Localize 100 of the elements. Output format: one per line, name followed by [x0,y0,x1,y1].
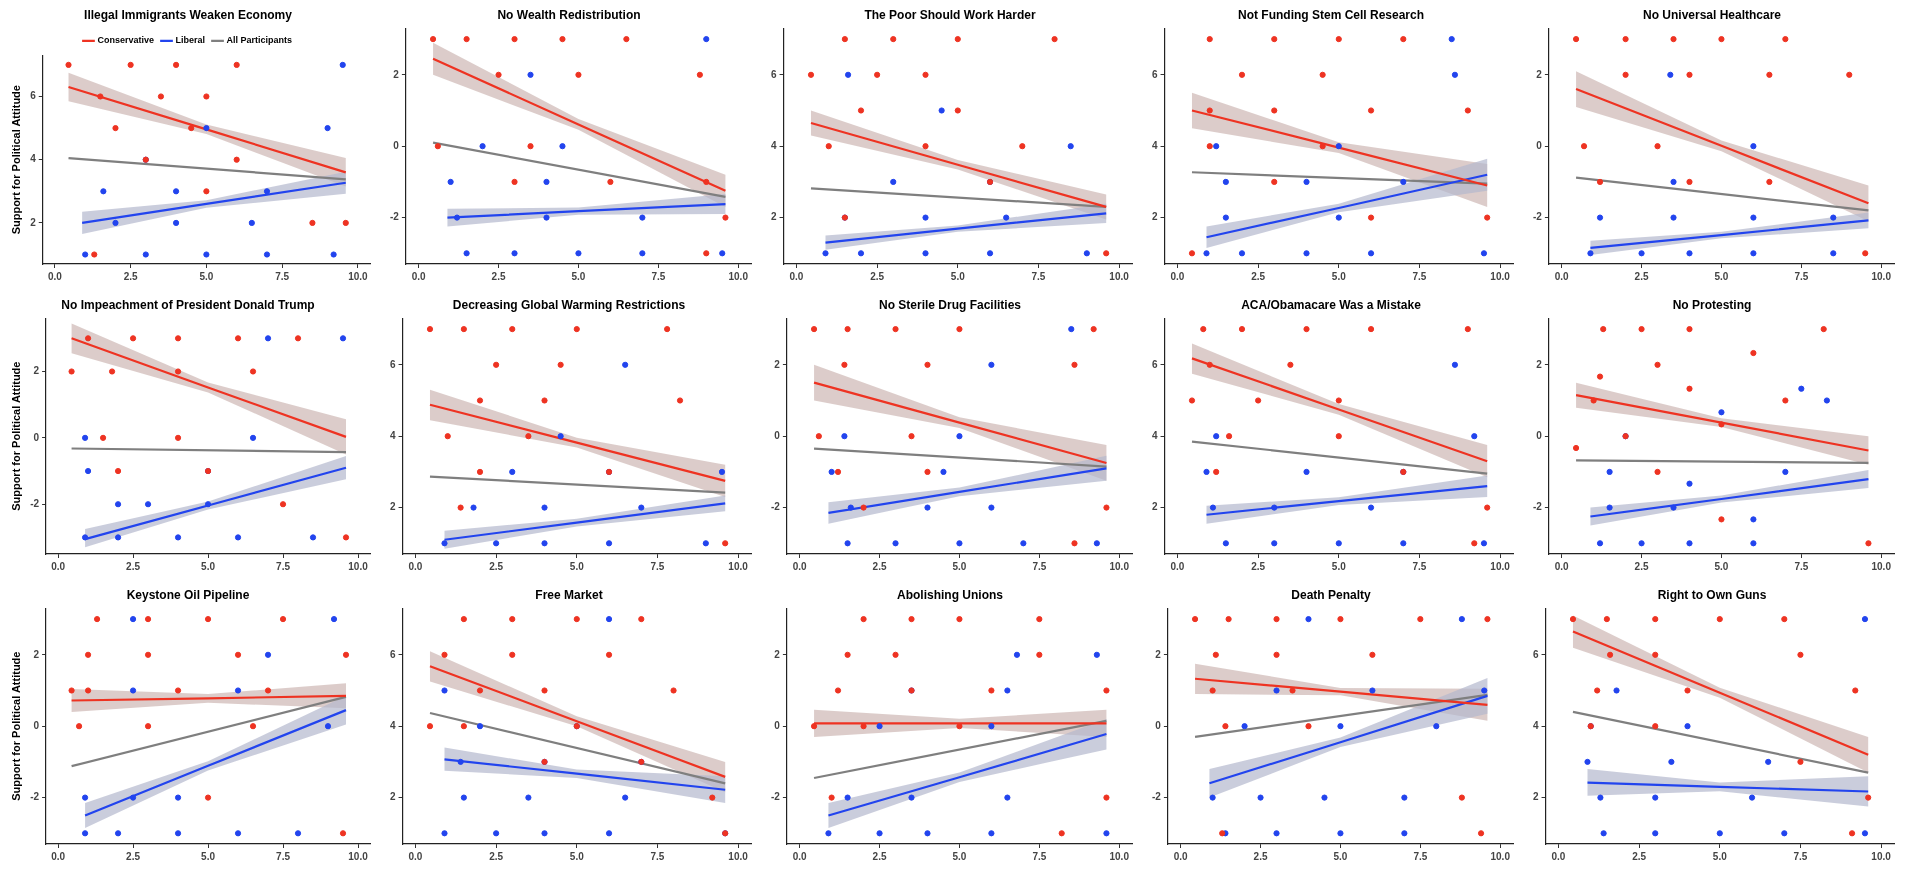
x-tick-label: 2.5 [489,850,504,862]
y-tick-label: 6 [390,648,396,660]
x-tick-label: 10.0 [348,850,369,862]
y-tick-label: -2 [1151,791,1162,803]
y-axis-title: Support for Political Attitude [9,361,22,511]
chart-title: ACA/Obamacare Was a Mistake [1241,297,1422,312]
y-tick-label: 4 [771,139,777,151]
y-tick-label: -2 [770,501,781,513]
y-tick-label: -2 [770,791,781,803]
y-tick-label: 0 [1536,429,1543,441]
x-tick-label: 2.5 [126,850,141,862]
y-tick-label: 2 [771,211,777,223]
x-tick-label: 2.5 [872,850,887,862]
x-tick-label: 2.5 [872,560,887,572]
x-tick-label: 0.0 [1173,850,1189,862]
chart-title: No Sterile Drug Facilities [878,297,1022,312]
y-tick-label: -2 [389,211,400,223]
x-tick-label: 0.0 [1554,560,1570,572]
x-tick-label: 10.0 [1871,850,1892,862]
chart-title: Not Funding Stem Cell Research [1237,7,1425,22]
y-tick-label: 4 [390,719,396,731]
chart-title: No Wealth Redistribution [497,7,641,22]
y-tick-label: 2 [1536,68,1543,80]
x-tick-label: 10.0 [348,270,369,282]
x-tick-label: 10.0 [1109,850,1130,862]
x-tick-label: 7.5 [1794,560,1809,572]
x-tick-label: 2.5 [126,560,141,572]
x-tick-label: 0.0 [408,560,423,572]
x-tick-label: 2.5 [123,270,139,282]
x-tick-label: 5.0 [1712,850,1728,862]
y-tick-label: -2 [1532,211,1543,223]
y-tick-label: 0 [1536,139,1543,151]
x-tick-label: 7.5 [1412,270,1427,282]
y-tick-label: 0 [33,431,40,443]
x-tick-label: 5.0 [569,560,585,572]
x-tick-label: 10.0 [1490,270,1511,282]
x-tick-label: 7.5 [1032,560,1047,572]
x-tick-label: 0.0 [789,270,804,282]
x-tick-label: 10.0 [1109,560,1130,572]
x-tick-label: 0.0 [47,270,63,282]
y-tick-label: 2 [33,648,40,660]
y-tick-label: 2 [1152,501,1158,513]
chart-title: No Protesting [1672,297,1752,312]
y-tick-label: -2 [30,791,40,803]
x-tick-label: 7.5 [1793,850,1808,862]
x-tick-label: 0.0 [411,270,427,282]
x-tick-label: 10.0 [1490,560,1511,572]
y-tick-label: 2 [393,68,400,80]
x-tick-label: 5.0 [199,270,214,282]
y-tick-label: 0 [33,719,40,731]
x-tick-label: 7.5 [275,270,290,282]
x-tick-label: 0.0 [1170,560,1185,572]
x-tick-label: 2.5 [489,560,504,572]
x-tick-label: 7.5 [650,560,665,572]
y-tick-label: 2 [774,358,781,370]
y-tick-label: 2 [390,501,396,513]
y-tick-label: -2 [1532,501,1543,513]
chart-title: The Poor Should Work Harder [864,7,1036,22]
x-tick-label: 7.5 [1794,270,1809,282]
y-tick-label: 0 [393,139,400,151]
x-tick-label: 2.5 [1634,560,1649,572]
x-tick-label: 0.0 [1554,270,1570,282]
chart-title: No Impeachment of President Donald Trump [61,297,315,312]
x-tick-label: 2.5 [1251,270,1266,282]
y-tick-label: 6 [1533,648,1539,660]
x-tick-label: 10.0 [728,560,749,572]
x-tick-label: 0.0 [408,850,423,862]
y-tick-label: 6 [390,358,396,370]
x-tick-label: 7.5 [1412,560,1427,572]
y-tick-label: 0 [774,719,781,731]
x-tick-label: 5.0 [1331,560,1347,572]
y-tick-label: 6 [30,90,37,102]
legend-label: Conservative [97,35,154,46]
chart-title: Right to Own Guns [1657,587,1767,602]
y-axis-title: Support for Political Attitude [9,85,22,235]
x-tick-label: 0.0 [51,850,66,862]
legend-label: All Participants [226,35,293,46]
x-tick-label: 10.0 [348,560,369,572]
x-tick-label: 7.5 [1032,850,1047,862]
x-tick-label: 2.5 [870,270,885,282]
x-tick-label: 0.0 [1170,270,1185,282]
y-tick-label: 0 [774,429,781,441]
y-tick-label: 4 [390,429,396,441]
chart-title: Free Market [535,587,603,602]
y-axis-title: Support for Political Attitude [9,651,22,801]
x-tick-label: 10.0 [728,270,749,282]
chart-title: Keystone Oil Pipeline [126,587,250,602]
x-tick-label: 7.5 [1031,270,1046,282]
y-tick-label: 4 [1533,719,1539,731]
x-tick-label: 10.0 [1871,270,1892,282]
legend-label: Liberal [175,35,206,46]
y-tick-label: 2 [390,791,396,803]
y-tick-label: 2 [1155,648,1162,660]
x-tick-label: 5.0 [950,270,966,282]
x-tick-label: 2.5 [1253,850,1268,862]
x-tick-label: 7.5 [276,850,291,862]
y-tick-label: 2 [1533,791,1539,803]
x-tick-label: 2.5 [1251,560,1266,572]
y-tick-label: 2 [1536,358,1543,370]
y-tick-label: 6 [1152,358,1158,370]
